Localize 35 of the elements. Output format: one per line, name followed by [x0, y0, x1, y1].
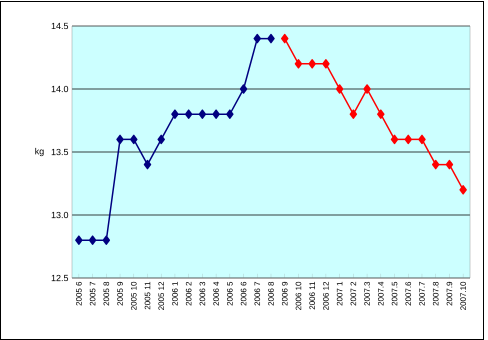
y-tick-label: 14.5 [52, 22, 68, 30]
point [308, 59, 316, 69]
point [198, 109, 206, 119]
point [322, 59, 330, 69]
y-tick-label: 13.5 [52, 148, 68, 156]
point [116, 134, 124, 144]
y-tick-label: 13.0 [52, 212, 68, 218]
point [294, 59, 302, 69]
point [171, 109, 179, 119]
point [130, 134, 138, 144]
point [404, 134, 412, 144]
point [390, 134, 398, 144]
point [280, 34, 288, 44]
point [363, 84, 371, 94]
point [459, 185, 467, 195]
point [184, 109, 192, 119]
point [267, 34, 275, 44]
point [75, 235, 83, 245]
point [144, 160, 152, 170]
point [254, 34, 262, 44]
point [418, 134, 426, 144]
point [88, 235, 96, 245]
point [212, 109, 220, 119]
point [350, 109, 358, 119]
y-tick-label: 12.5 [52, 274, 68, 282]
point [432, 160, 440, 170]
point [102, 235, 110, 245]
point [377, 109, 385, 119]
point [240, 84, 248, 94]
point [336, 84, 344, 94]
y-tick-label: 14.0 [52, 86, 68, 92]
point [226, 109, 234, 119]
y-axis-title: kg [35, 148, 44, 156]
point [446, 160, 454, 170]
point [157, 134, 165, 144]
